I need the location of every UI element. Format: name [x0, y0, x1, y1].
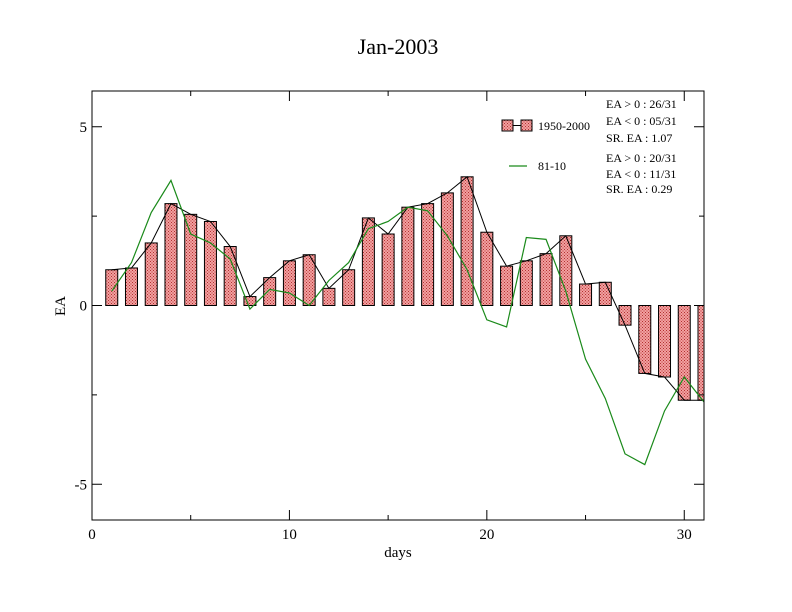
- series-81-10-line: [111, 179, 704, 466]
- bar-day-25: [579, 283, 593, 306]
- x-axis-label: days: [384, 545, 412, 561]
- bar-day-22: [519, 260, 533, 306]
- bar-day-30: [677, 305, 691, 401]
- annotation-ea-negative-1: EA < 0 : 05/31: [606, 114, 677, 128]
- plot-clip-group: [105, 175, 704, 466]
- legend-label-81-10: 81-10: [538, 159, 566, 173]
- bar-day-19: [460, 176, 474, 306]
- annotation-ea-positive-2: EA > 0 : 20/31: [606, 151, 677, 165]
- bar-day-15: [381, 233, 395, 306]
- x-tick-label-30: 30: [677, 527, 692, 543]
- bar-day-4: [164, 203, 178, 306]
- chart-title: Jan-2003: [358, 34, 439, 59]
- plot-area: [105, 175, 704, 466]
- annotation-sr-ea-1: SR. EA : 1.07: [606, 131, 672, 145]
- bar-day-18: [440, 192, 454, 306]
- bar-day-23: [539, 253, 553, 307]
- x-tick-label-10: 10: [282, 527, 297, 543]
- bar-day-1: [105, 269, 119, 306]
- annotation-ea-positive-1: EA > 0 : 26/31: [606, 97, 677, 111]
- bar-day-29: [658, 305, 672, 378]
- y-tick-label-5: 5: [80, 120, 88, 136]
- bar-day-14: [361, 217, 375, 307]
- legend: 1950-2000 81-10 EA > 0 : 26/31 EA < 0 : …: [501, 97, 677, 196]
- bar-day-2: [124, 267, 138, 306]
- x-tick-label-20: 20: [479, 527, 494, 543]
- bar-day-13: [342, 269, 356, 306]
- bar-day-21: [500, 265, 514, 306]
- bar-day-20: [480, 231, 494, 306]
- bar-day-10: [282, 260, 296, 306]
- y-tick-label-0: 0: [80, 299, 88, 315]
- legend-bar-swatch-left: [501, 119, 514, 132]
- axes: 0 10 20 30 -5 0 5: [75, 91, 704, 543]
- legend-label-1950-2000: 1950-2000: [538, 119, 590, 133]
- y-tick-label--5: -5: [75, 477, 88, 493]
- bar-day-31: [697, 305, 704, 401]
- annotation-ea-negative-2: EA < 0 : 11/31: [606, 167, 676, 181]
- x-tick-label-0: 0: [88, 527, 96, 543]
- bar-day-26: [598, 281, 612, 307]
- legend-bar-swatch-right: [520, 119, 533, 132]
- bar-day-16: [401, 206, 415, 306]
- bar-day-6: [203, 220, 217, 306]
- bar-day-17: [421, 203, 435, 306]
- bar-day-3: [144, 242, 158, 306]
- bar-day-5: [184, 213, 198, 306]
- bar-day-12: [322, 287, 336, 306]
- y-axis-label: EA: [53, 296, 69, 316]
- annotation-sr-ea-2: SR. EA : 0.29: [606, 182, 672, 196]
